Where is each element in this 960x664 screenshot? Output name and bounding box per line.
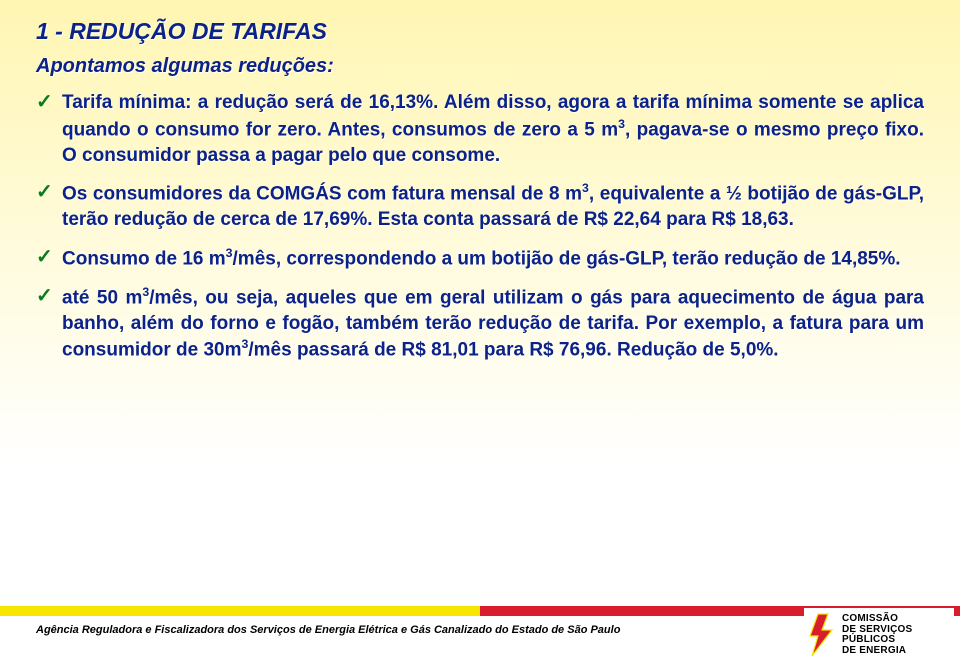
logo-line: COMISSÃO — [842, 614, 912, 625]
logo-text: COMISSÃO DE SERVIÇOS PÚBLICOS DE ENERGIA — [842, 614, 912, 656]
bullet-item: ✓ Tarifa mínima: a redução será de 16,13… — [36, 90, 924, 168]
bullet-item: ✓ Consumo de 16 m3/mês, correspondendo a… — [36, 245, 924, 272]
bullet-text: Os consumidores da COMGÁS com fatura men… — [62, 180, 924, 233]
footer: Agência Reguladora e Fiscalizadora dos S… — [0, 606, 960, 664]
check-icon: ✓ — [36, 245, 58, 269]
bullet-item: ✓ Os consumidores da COMGÁS com fatura m… — [36, 180, 924, 233]
logo-line: PÚBLICOS — [842, 635, 912, 646]
logo-line: DE ENERGIA — [842, 646, 912, 657]
bullet-text: Consumo de 16 m3/mês, correspondendo a u… — [62, 245, 924, 272]
check-icon: ✓ — [36, 284, 58, 308]
footer-text: Agência Reguladora e Fiscalizadora dos S… — [36, 624, 620, 636]
bullet-text: até 50 m3/mês, ou seja, aqueles que em g… — [62, 284, 924, 364]
slide: 1 - REDUÇÃO DE TARIFAS Apontamos algumas… — [0, 0, 960, 664]
footer-logo: COMISSÃO DE SERVIÇOS PÚBLICOS DE ENERGIA — [804, 608, 954, 662]
check-icon: ✓ — [36, 90, 58, 114]
bolt-icon — [804, 612, 838, 658]
bullet-item: ✓ até 50 m3/mês, ou seja, aqueles que em… — [36, 284, 924, 364]
slide-title: 1 - REDUÇÃO DE TARIFAS — [36, 18, 924, 45]
stripe-yellow — [0, 606, 480, 616]
check-icon: ✓ — [36, 180, 58, 204]
bullet-text: Tarifa mínima: a redução será de 16,13%.… — [62, 90, 924, 168]
slide-subtitle: Apontamos algumas reduções: — [36, 55, 924, 78]
